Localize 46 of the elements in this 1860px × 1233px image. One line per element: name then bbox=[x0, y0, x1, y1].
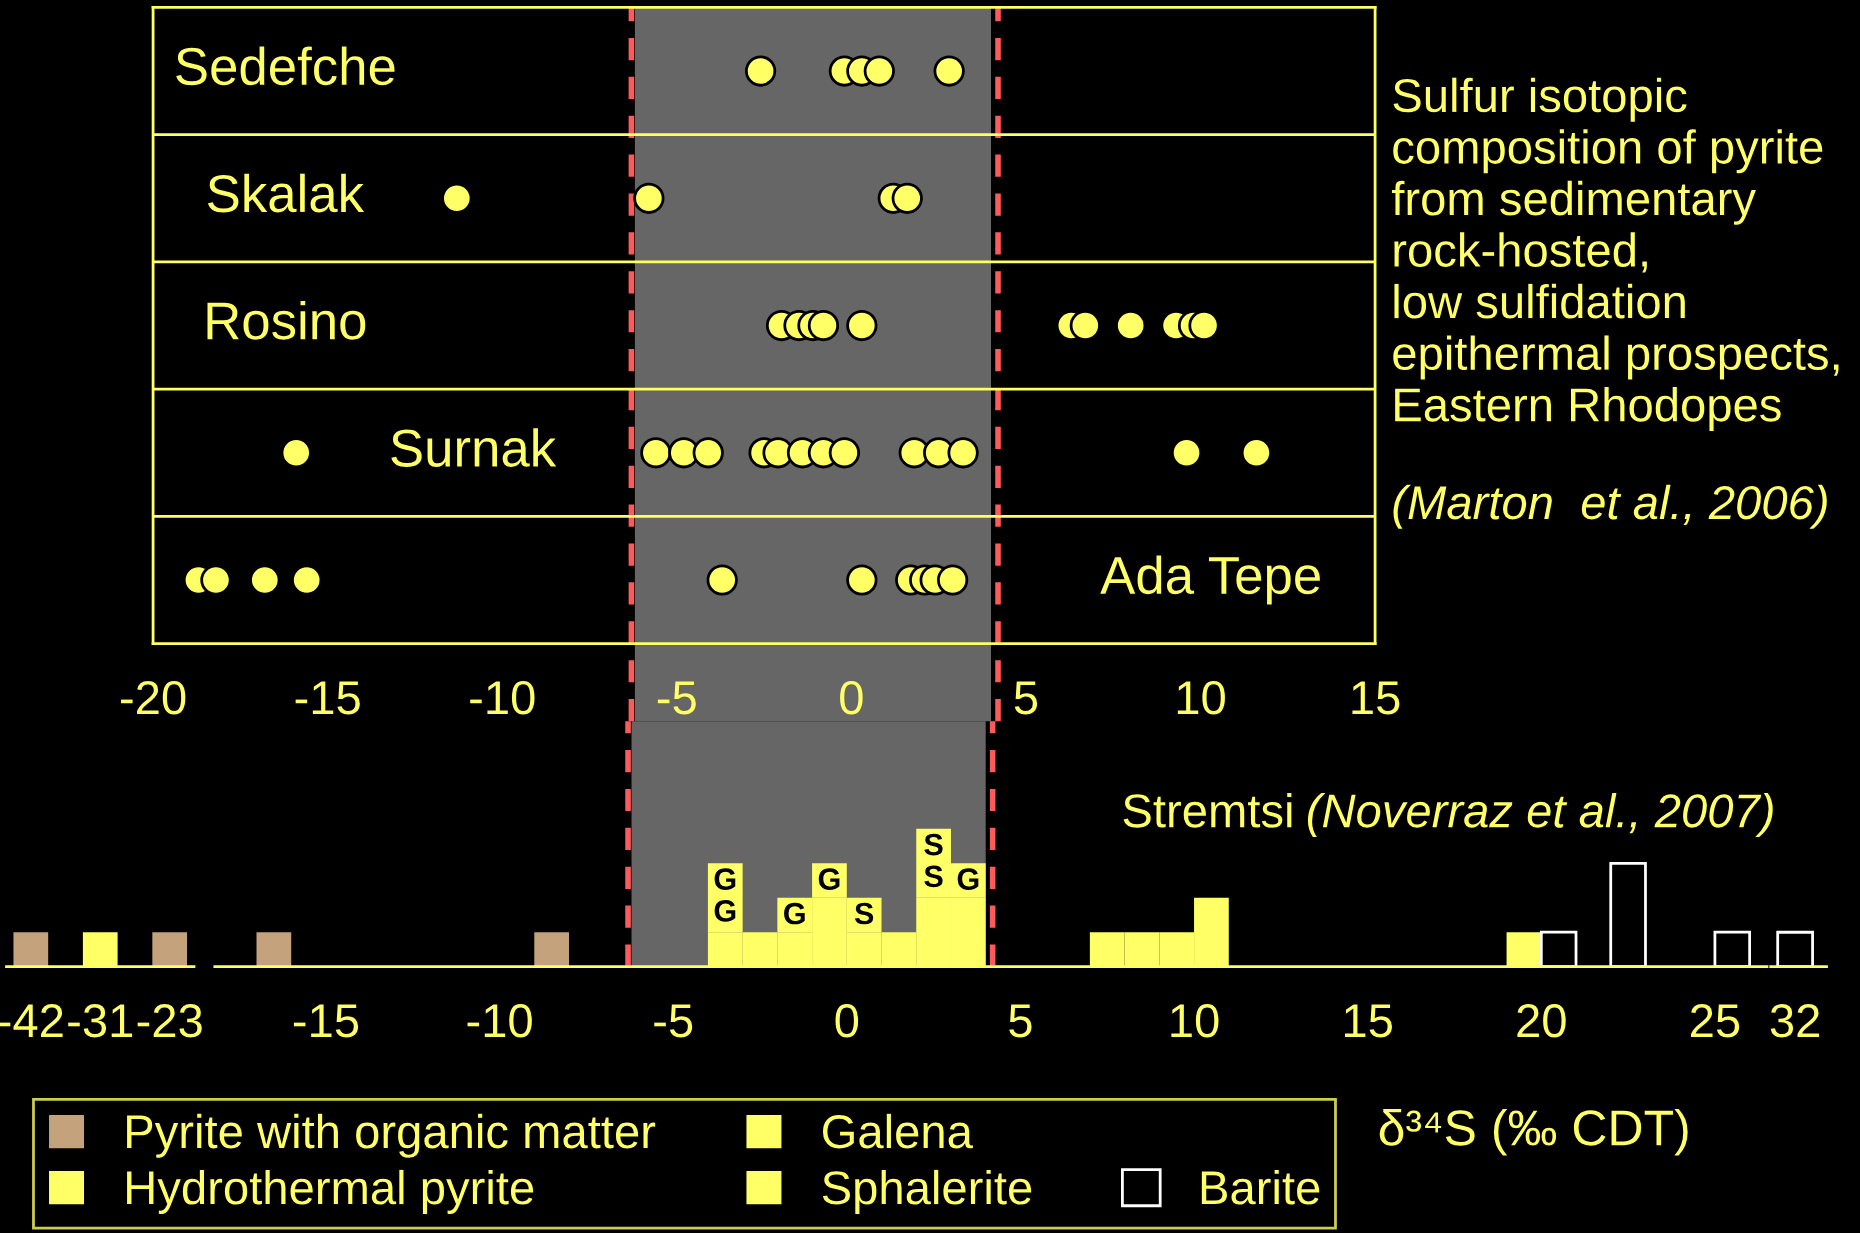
x-tick-label: -31 bbox=[68, 1004, 133, 1038]
legend-label: Galena bbox=[823, 1113, 973, 1149]
bar bbox=[1713, 930, 1752, 967]
text: (Marton et al., 2006) bbox=[1393, 484, 1827, 529]
x-tick-label: 5 bbox=[1009, 1004, 1032, 1038]
bar bbox=[534, 932, 570, 967]
legend-label: Sphalerite bbox=[822, 1169, 1032, 1214]
x-tick-label: 5 bbox=[1014, 681, 1038, 715]
annotation: (Noverraz et al., 2007) bbox=[1307, 793, 1773, 837]
x-tick-label: 15 bbox=[1352, 681, 1400, 715]
x-axis-title: δ³⁴S (‰ CDT) bbox=[1379, 1108, 1688, 1156]
x-tick-label: 10 bbox=[1171, 1004, 1219, 1038]
y-tick-label: Ada Tepe bbox=[1100, 555, 1320, 605]
legend-label: Pyrite with organic matter bbox=[127, 1113, 656, 1158]
y-tick-label: Surnak bbox=[391, 428, 557, 467]
x-tick-label: -20 bbox=[121, 680, 186, 715]
x-tick-label: 20 bbox=[1517, 1004, 1566, 1038]
y-tick-label: Rosino bbox=[207, 300, 366, 340]
x-tick-label: 25 bbox=[1691, 1004, 1740, 1038]
bar bbox=[256, 932, 292, 967]
y-tick-label: Skalak bbox=[208, 173, 365, 213]
annotation: G bbox=[957, 868, 979, 890]
legend-label: Barite bbox=[1201, 1169, 1320, 1205]
annotation: G bbox=[818, 868, 840, 890]
bar bbox=[1539, 930, 1578, 967]
x-tick-label: -10 bbox=[467, 1004, 532, 1038]
x-tick-label: 10 bbox=[1177, 680, 1225, 715]
text: Sulfur isotopic composition of pyrite from sedimentary rock-hosted, low sulfidation epithermal prospects, Eastern Rhodopes bbox=[1391, 77, 1839, 431]
legend-label: Hydrothermal pyrite bbox=[127, 1169, 534, 1214]
x-tick-label: 32 bbox=[1770, 1004, 1820, 1038]
x-tick-label: 0 bbox=[835, 1004, 859, 1038]
annotation: G bbox=[784, 902, 805, 925]
x-tick-label: -15 bbox=[295, 681, 360, 715]
annotation: S bbox=[854, 902, 874, 925]
x-tick-label: 15 bbox=[1345, 1004, 1392, 1038]
x-tick-label: -10 bbox=[470, 680, 535, 715]
annotation: G G bbox=[714, 868, 736, 922]
bar bbox=[1609, 861, 1647, 967]
x-tick-label: 0 bbox=[840, 680, 863, 715]
annotation: S S bbox=[924, 833, 943, 888]
x-tick-label: -5 bbox=[654, 1004, 693, 1038]
x-tick-label: -5 bbox=[657, 681, 696, 715]
x-tick-label: -23 bbox=[137, 1004, 202, 1038]
x-tick-label: -15 bbox=[293, 1004, 359, 1038]
y-tick-label: Sedefche bbox=[176, 46, 395, 86]
chart-title: Stremtsi bbox=[1123, 793, 1292, 828]
